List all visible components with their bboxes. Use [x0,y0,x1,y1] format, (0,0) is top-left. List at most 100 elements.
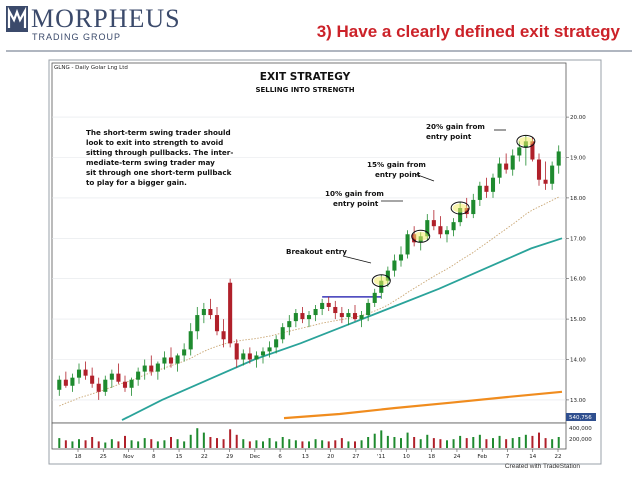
candle-body [221,331,226,340]
volume-bar [124,435,126,448]
candle-body [333,306,338,314]
volume-bar [189,434,192,448]
note-line: to play for a bigger gain. [86,178,187,187]
volume-bar [406,432,409,448]
candle-body [464,208,469,215]
x-tick-label: 20 [327,454,334,460]
volume-bar [557,437,560,448]
candle-body [431,220,436,227]
annotation-20-line2: entry point [426,132,472,141]
annotation-10-line2: entry point [333,199,379,208]
volume-bar [137,441,140,448]
x-tick-label: Nov [123,454,134,460]
candle-body [517,147,522,156]
volume-bar [288,439,291,448]
candle-body [287,321,292,328]
volume-bar [58,438,61,448]
candle-body [530,141,535,160]
candle-body [70,377,75,386]
candle-body [83,369,88,376]
candle-body [458,208,463,223]
candle-body [116,373,121,382]
candle-body [63,379,68,386]
volume-bar [222,439,225,448]
x-tick-label: 22 [201,454,208,460]
volume-bar [268,438,271,448]
volume-bar [91,437,94,448]
volume-bar [492,438,494,448]
volume-bar [281,437,284,448]
y-tick-label: 19.00 [570,156,586,162]
candle-body [326,302,331,307]
note-line: look to exit into strength to avoid [86,138,223,147]
sma-mid-line [121,237,563,421]
volume-bar [117,441,120,448]
annotation-15-line1: 15% gain from [367,160,426,169]
y-tick-label: 14.00 [570,358,586,364]
candle-body [247,353,252,360]
x-tick-label: 6 [278,454,282,460]
note-line: mediate-term swing trader may [86,158,215,167]
highlight-ellipses [371,134,536,288]
candle-body [444,230,450,235]
candle-body [129,379,134,388]
volume-bar [163,440,166,448]
volume-bar [380,430,383,448]
candle-body [497,163,502,178]
candle-body [155,363,160,372]
highlight-ellipse [371,274,391,288]
highlight-fill [373,276,389,286]
note-text: The short-term swing trader should look … [86,128,233,187]
volume-bar [518,437,521,448]
candle-body [122,381,128,388]
sma-fast-line [59,196,559,407]
volume-bar [209,437,212,448]
candle-body [57,379,62,390]
price-panel [51,62,567,424]
candle-body [320,302,325,309]
candle-body [346,313,351,318]
slide-title: 3) Have a clearly defined exit strategy [316,22,620,41]
volume-bar [531,435,534,448]
x-tick-label: 29 [226,454,233,460]
x-tick-label: 8 [152,454,156,460]
candle-body [510,155,515,170]
candle-body [392,260,397,271]
candle-body [96,383,101,392]
candle-body [556,151,561,166]
volume-tick: 200,000 [569,437,592,443]
volume-bar [459,435,462,448]
volume-bar [308,441,310,448]
volume-bar [84,440,87,448]
candle-body [228,282,233,344]
logo-subtitle: TRADING GROUP [32,32,122,42]
volume-bar [202,432,205,448]
header-divider [6,50,632,52]
volume-bar [551,439,554,448]
volume-bar [426,434,429,448]
x-tick-label: 24 [453,454,460,460]
volume-bar [400,438,402,448]
volume-bar [78,439,80,448]
candle-body [293,313,298,322]
volume-tick: 400,000 [569,426,592,432]
x-tick-label: 27 [352,454,359,460]
volume-bar [301,441,304,448]
volume-bar [321,440,324,448]
volume-bar [71,441,74,448]
highlight-ellipse [411,229,431,243]
volume-bar [242,439,245,448]
volume-bar [485,439,488,448]
candle-body [188,331,193,350]
candle-body [477,185,482,200]
candle-body [339,313,344,318]
volume-bar [446,440,448,448]
volume-bar [229,429,232,448]
candle-body [471,199,476,215]
candle-body [372,292,377,303]
highlight-fill [452,203,468,213]
volume-bar [327,441,330,448]
volume-bar [373,433,376,448]
volume-bar [413,437,416,448]
volume-bar [347,441,350,448]
